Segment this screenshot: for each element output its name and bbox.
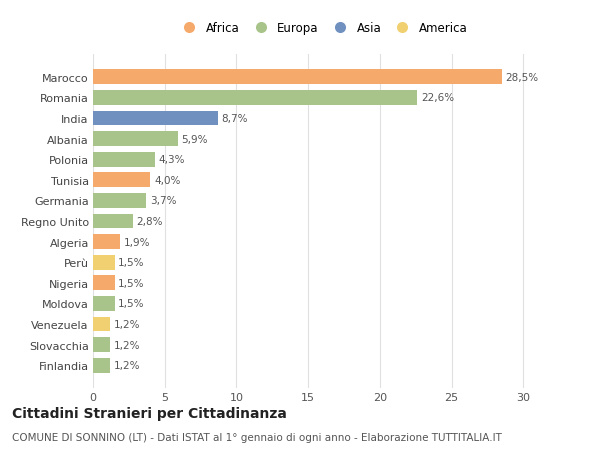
Bar (93, 255, 115, 270)
Bar (93, 276, 115, 291)
Text: 1,2%: 1,2% (114, 360, 140, 370)
Text: 22,6%: 22,6% (421, 93, 454, 103)
Legend: Africa, Europa, Asia, America: Africa, Europa, Asia, America (173, 18, 472, 40)
Bar (93, 358, 110, 373)
Text: 8,7%: 8,7% (221, 114, 248, 123)
Text: 1,2%: 1,2% (114, 319, 140, 329)
Text: 5,9%: 5,9% (181, 134, 208, 144)
Text: 4,0%: 4,0% (154, 175, 181, 185)
Text: 1,5%: 1,5% (118, 257, 145, 268)
Text: 1,9%: 1,9% (124, 237, 151, 247)
Bar (93, 70, 502, 85)
Bar (93, 132, 178, 147)
Bar (93, 296, 115, 311)
Bar (93, 317, 110, 331)
Bar (93, 194, 146, 208)
Text: 1,5%: 1,5% (118, 278, 145, 288)
Bar (93, 337, 110, 352)
Text: 3,7%: 3,7% (149, 196, 176, 206)
Text: COMUNE DI SONNINO (LT) - Dati ISTAT al 1° gennaio di ogni anno - Elaborazione TU: COMUNE DI SONNINO (LT) - Dati ISTAT al 1… (12, 432, 502, 442)
Bar (93, 112, 218, 126)
Text: 1,5%: 1,5% (118, 299, 145, 308)
Bar (93, 235, 120, 249)
Text: Cittadini Stranieri per Cittadinanza: Cittadini Stranieri per Cittadinanza (12, 406, 287, 420)
Text: 4,3%: 4,3% (158, 155, 185, 165)
Text: 2,8%: 2,8% (137, 217, 163, 226)
Bar (93, 91, 417, 106)
Bar (93, 173, 151, 188)
Bar (93, 214, 133, 229)
Text: 1,2%: 1,2% (114, 340, 140, 350)
Bar (93, 152, 155, 167)
Text: 28,5%: 28,5% (505, 73, 539, 83)
